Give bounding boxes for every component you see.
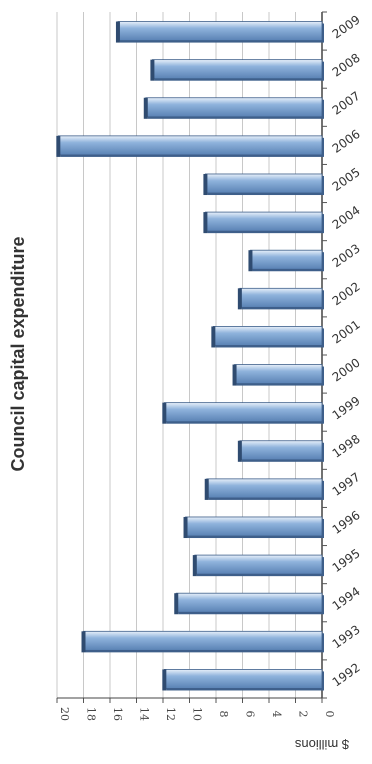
bar-cap — [56, 135, 61, 157]
category-label: 1997 — [330, 470, 363, 499]
bar-1996 — [185, 516, 323, 537]
category-label: 1999 — [330, 394, 363, 423]
category-label: 1998 — [330, 432, 363, 461]
category-axis: 1992 1993 1994 1995 1996 1997 1998 1999 2000 2001… — [322, 11, 363, 699]
bar-cap — [248, 250, 253, 272]
category-label: 2005 — [330, 165, 363, 194]
bar-cap — [203, 173, 208, 196]
category-label: 2009 — [330, 13, 363, 42]
category-label: 2008 — [330, 51, 363, 80]
chart-title: Council capital expenditure — [8, 236, 28, 471]
bar-cap — [204, 478, 209, 500]
bar-1998 — [239, 440, 323, 461]
bar-2004 — [204, 211, 323, 232]
category-label: 2003 — [330, 241, 363, 270]
bar-cap — [237, 440, 242, 462]
y-tick-label: 16 — [111, 707, 124, 721]
category-label: 1995 — [330, 546, 363, 575]
y-tick-label: 0 — [323, 711, 336, 718]
bar-cap — [237, 288, 242, 310]
bar-1999 — [163, 402, 323, 423]
category-label: 2001 — [330, 317, 363, 346]
category-label: 2002 — [330, 279, 363, 308]
bar-cap — [203, 212, 208, 234]
bar-cap — [183, 516, 188, 539]
y-tick-label: 10 — [191, 707, 204, 721]
bar-1993 — [83, 630, 323, 651]
bar-cap — [211, 326, 216, 348]
bar-2008 — [151, 59, 323, 80]
y-tick-label: 6 — [244, 711, 257, 718]
bar-1994 — [175, 592, 323, 613]
bar-2003 — [250, 249, 323, 270]
bar-cap — [115, 21, 120, 43]
bar-1995 — [194, 554, 323, 575]
category-label: 1994 — [330, 584, 363, 613]
y-tick-label: 8 — [217, 711, 230, 718]
y-tick-label: 14 — [138, 707, 151, 721]
category-label: 2000 — [330, 356, 363, 385]
bar-cap — [232, 364, 237, 386]
category-label: 2007 — [330, 89, 363, 118]
y-tick-label: 12 — [164, 707, 177, 721]
bar-cap — [143, 97, 148, 119]
bar-2007 — [145, 97, 323, 118]
bar-cap — [174, 593, 179, 615]
bar-cap — [162, 402, 167, 424]
category-label: 2006 — [330, 127, 363, 156]
bar-2001 — [212, 326, 323, 346]
bar-2005 — [204, 173, 323, 194]
y-tick-label: 20 — [58, 707, 71, 721]
y-tick-label: 4 — [270, 711, 283, 718]
bars — [56, 21, 324, 691]
bar-2009 — [117, 21, 323, 41]
category-label: 2004 — [330, 203, 363, 232]
y-tick-label: 18 — [85, 707, 98, 721]
bar-2006 — [57, 135, 323, 156]
bar-cap — [150, 59, 155, 81]
bar-1992 — [163, 669, 323, 689]
bar-cap — [81, 631, 86, 653]
bar-cap — [192, 555, 197, 577]
bar-2002 — [239, 287, 323, 308]
gridlines — [56, 12, 296, 698]
bar-cap — [162, 669, 167, 691]
category-label: 1992 — [330, 660, 363, 689]
bar-1997 — [206, 478, 323, 499]
y-axis-label: $ millions — [294, 737, 349, 752]
category-label: 1993 — [330, 622, 363, 651]
bar-2000 — [234, 364, 323, 384]
y-tick-label: 2 — [297, 711, 310, 718]
category-label: 1996 — [330, 508, 363, 537]
